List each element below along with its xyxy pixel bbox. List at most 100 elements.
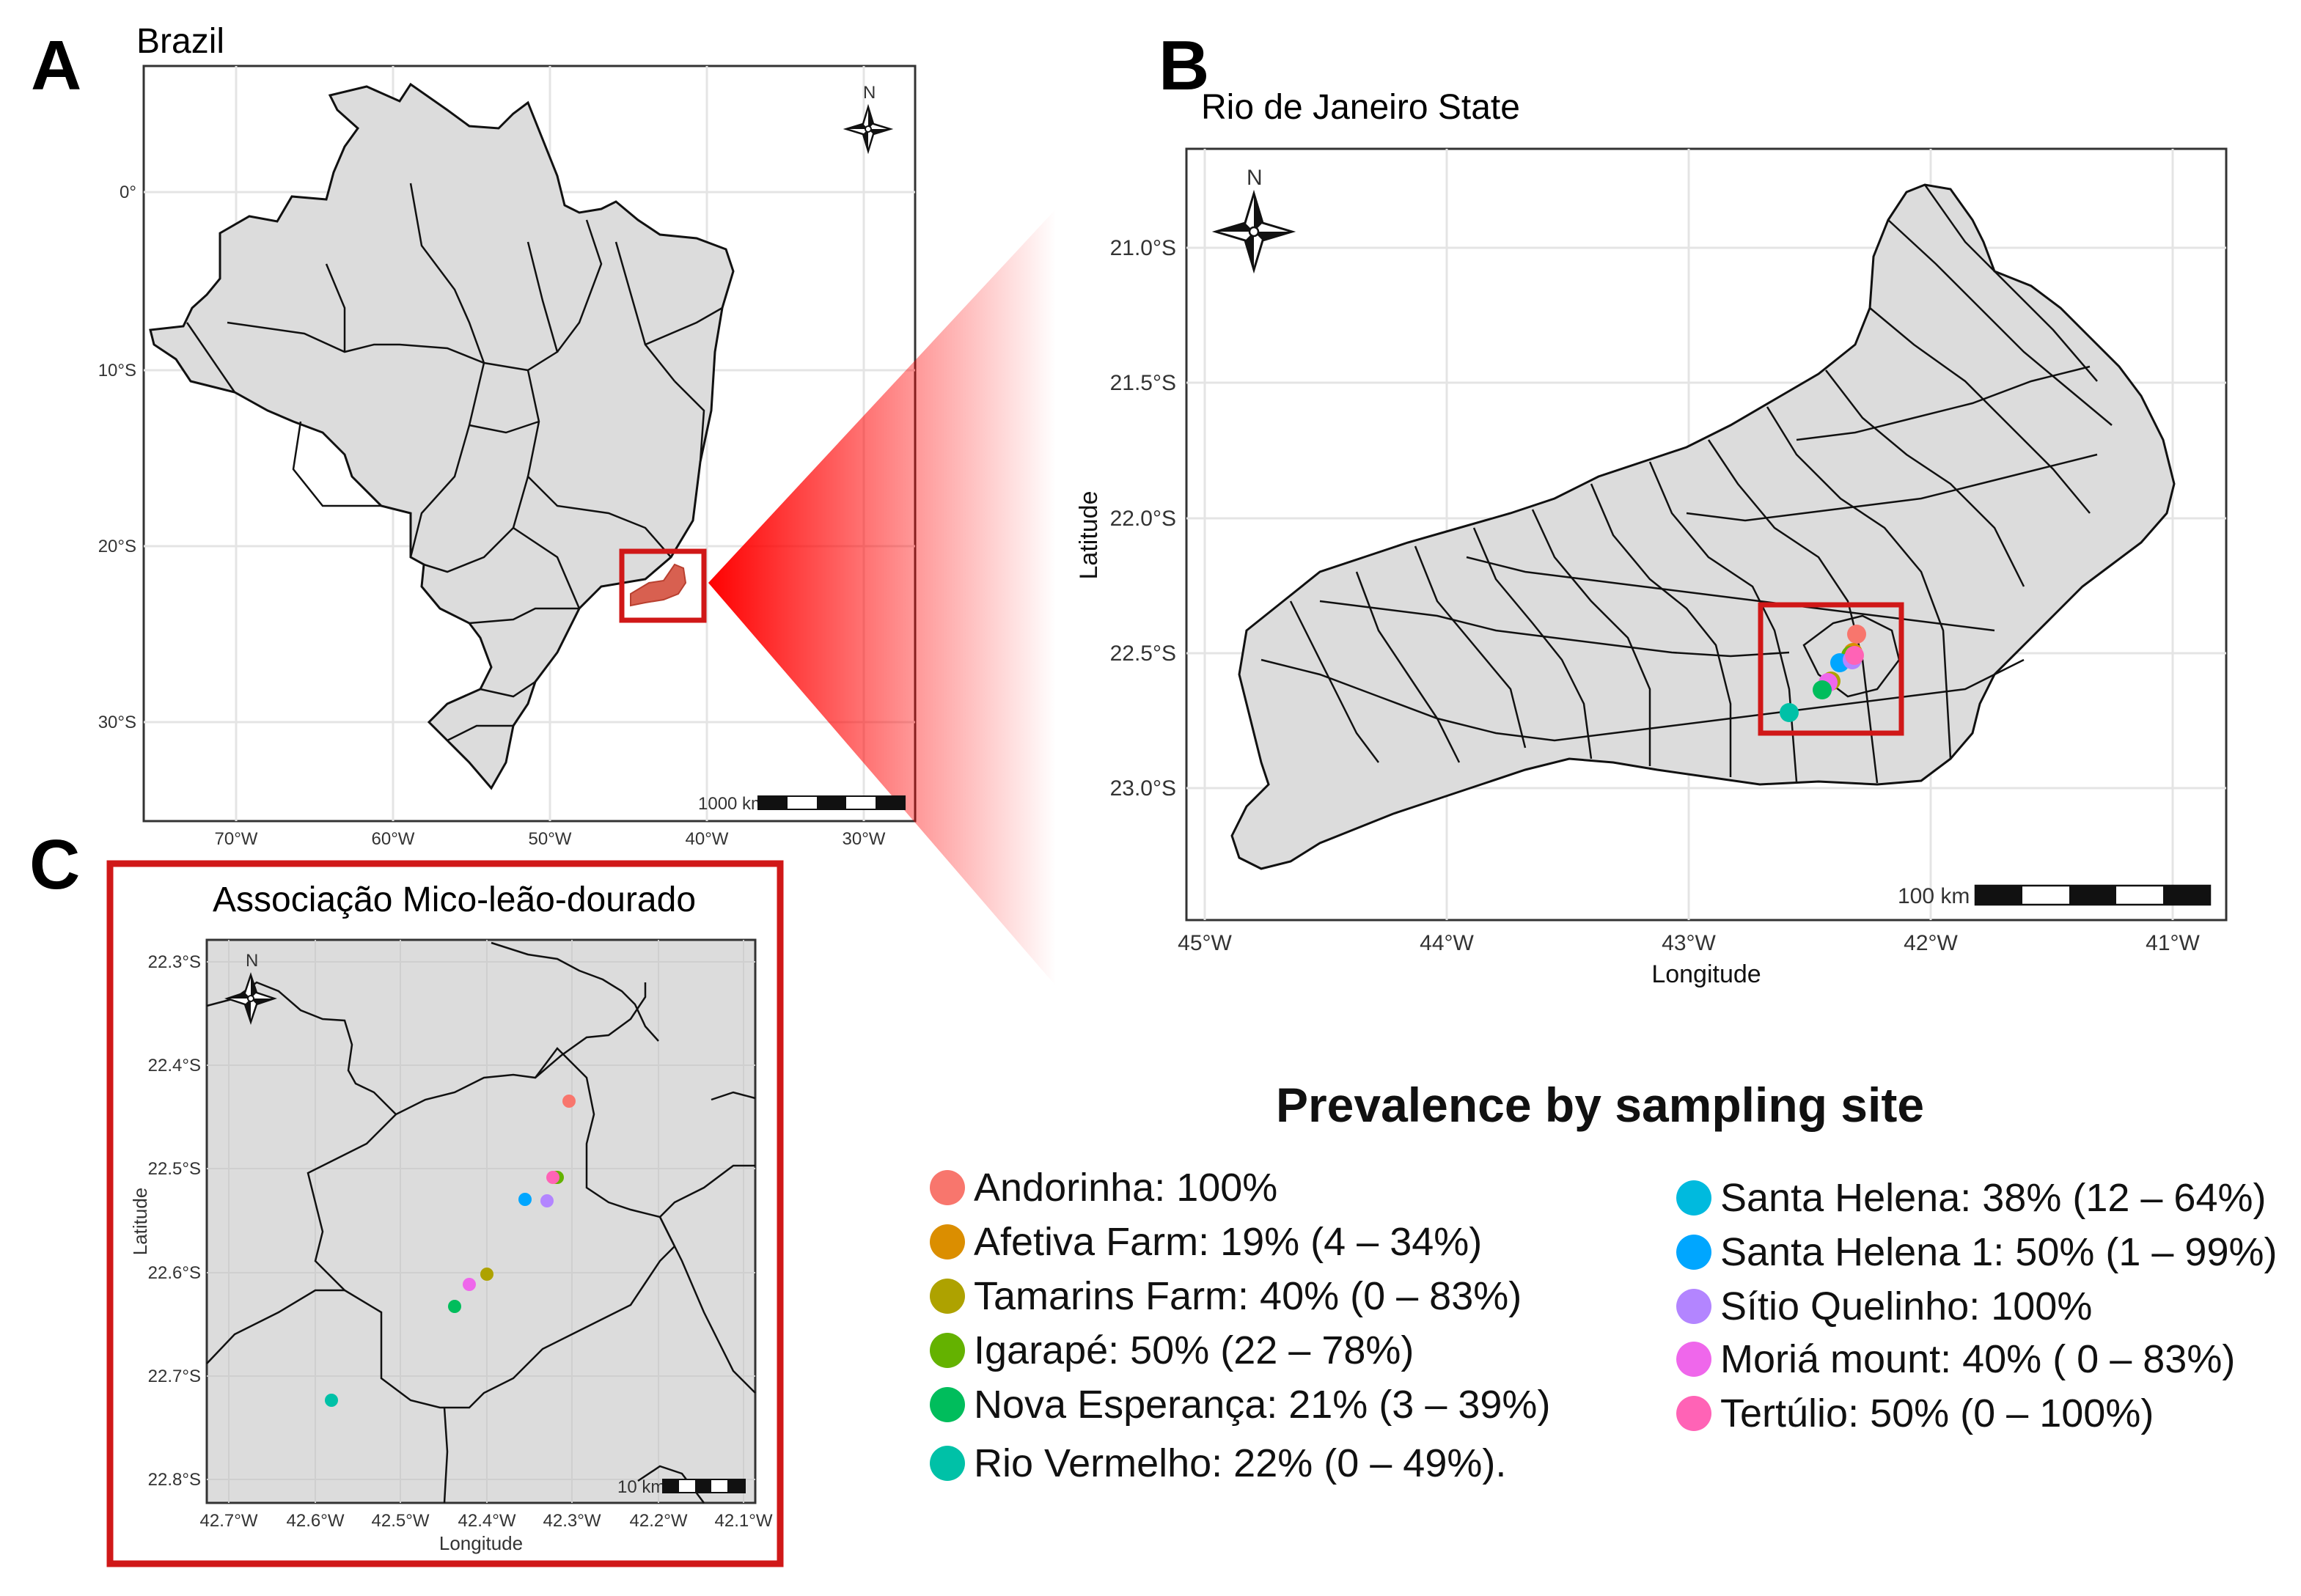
site-marker-tertulio (546, 1171, 559, 1184)
panel-c-xlabel: Longitude (439, 1532, 523, 1554)
panel-b-lat-ticks: 21.0°S 21.5°S 22.0°S 22.5°S 23.0°S (1110, 236, 1176, 801)
legend-swatch (930, 1170, 965, 1205)
lat-tick-c: 22.4°S (148, 1056, 201, 1075)
panel-c: C Associação Mico-leão-dourado (29, 825, 784, 1567)
legend-label: Afetiva Farm: 19% (4 – 34%) (974, 1220, 1482, 1264)
site-marker-rio-vermelho (1780, 703, 1799, 722)
lon-tick-b: 41°W (2146, 931, 2200, 955)
panel-a-scale-bar: 1000 km (698, 794, 906, 814)
north-label-b: N (1247, 166, 1263, 190)
panel-c-gridlines (207, 940, 755, 1503)
lat-tick-a: 30°S (98, 713, 136, 732)
lon-tick-a: 30°W (843, 829, 886, 849)
legend-swatch (930, 1279, 965, 1314)
lon-tick-b: 45°W (1178, 931, 1232, 955)
panel-b-letter: B (1159, 26, 1209, 105)
panel-b-lon-ticks: 45°W 44°W 43°W 42°W 41°W (1178, 931, 2200, 955)
panel-b-xlabel: Longitude (1651, 960, 1761, 988)
rio-municipality-borders (1260, 184, 2113, 784)
legend-label: Tertúlio: 50% (0 – 100%) (1720, 1391, 2154, 1435)
panel-b-scale-bar: 100 km (1898, 884, 2212, 908)
site-marker-nova-esperanca (448, 1300, 461, 1313)
panel-c-lat-ticks: 22.3°S 22.4°S 22.5°S 22.6°S 22.7°S 22.8°… (148, 952, 201, 1490)
legend-swatch (1676, 1289, 1711, 1324)
north-label-c: N (246, 951, 258, 971)
lon-tick-b: 42°W (1904, 931, 1958, 955)
legend-swatch (1676, 1396, 1711, 1431)
panel-c-ylabel: Latitude (129, 1188, 151, 1256)
panel-c-plot-area (205, 938, 757, 1504)
lon-tick-c: 42.5°W (372, 1511, 430, 1531)
legend-swatch (930, 1446, 965, 1481)
panel-a-letter: A (31, 26, 81, 105)
panel-a-highlight-box (619, 548, 707, 623)
panel-b-title: Rio de Janeiro State (1201, 88, 1520, 127)
panel-c-title: Associação Mico-leão-dourado (213, 880, 696, 919)
site-marker-andorinha (562, 1095, 576, 1108)
brazil-outline (149, 82, 735, 790)
north-label-a: N (863, 83, 876, 103)
lon-tick-a: 50°W (529, 829, 572, 849)
legend-swatch (930, 1333, 965, 1368)
panel-b-compass: N (1211, 166, 1296, 274)
lat-tick-b: 21.0°S (1110, 236, 1176, 260)
scale-label-b: 100 km (1898, 884, 1970, 908)
lat-tick-a: 20°S (98, 537, 136, 556)
lon-tick-c: 42.2°W (630, 1511, 688, 1531)
panel-b-ylabel: Latitude (1075, 491, 1103, 580)
panel-b-site-markers (1780, 625, 1866, 722)
lat-tick-b: 22.5°S (1110, 641, 1176, 666)
legend-swatch (930, 1387, 965, 1422)
panel-b: B Rio de Janeiro State (1075, 26, 2228, 988)
scale-label-c: 10 km (617, 1477, 665, 1497)
lon-tick-c: 42.3°W (543, 1511, 601, 1531)
legend-label: Moriá mount: 40% ( 0 – 83%) (1720, 1337, 2235, 1381)
rio-de-janeiro-state (630, 563, 687, 607)
lon-tick-a: 40°W (686, 829, 729, 849)
panel-a-lon-ticks: 70°W 60°W 50°W 40°W 30°W (215, 829, 886, 849)
panel-c-letter: C (29, 825, 80, 904)
legend-label: Igarapé: 50% (22 – 78%) (974, 1328, 1414, 1372)
lon-tick-c: 42.6°W (287, 1511, 345, 1531)
legend-label: Nova Esperança: 21% (3 – 39%) (974, 1383, 1550, 1427)
lon-tick-b: 43°W (1662, 931, 1716, 955)
panel-a: A Brazil (31, 22, 1056, 986)
legend-label: Tamarins Farm: 40% (0 – 83%) (974, 1274, 1522, 1318)
panel-c-site-markers (325, 1095, 576, 1407)
legend-left-column: Andorinha: 100% Afetiva Farm: 19% (4 – 3… (930, 1166, 1550, 1485)
lat-tick-b: 22.0°S (1110, 507, 1176, 531)
zoom-connector (708, 209, 1056, 986)
panel-a-compass: N (843, 83, 894, 155)
panel-b-highlight-box (1758, 602, 1904, 736)
legend-label: Santa Helena: 38% (12 – 64%) (1720, 1176, 2266, 1220)
site-marker-tamarins-farm (480, 1268, 493, 1281)
lon-tick-c: 42.1°W (715, 1511, 773, 1531)
legend-swatch (1676, 1342, 1711, 1377)
lat-tick-b: 21.5°S (1110, 371, 1176, 395)
lat-tick-a: 0° (120, 183, 136, 202)
site-marker-sitio-quelinho (540, 1194, 554, 1207)
legend-label: Rio Vermelho: 22% (0 – 49%). (974, 1441, 1506, 1485)
lat-tick-a: 10°S (98, 361, 136, 380)
site-marker-santa-helena-1 (518, 1193, 532, 1206)
legend-label: Andorinha: 100% (974, 1166, 1277, 1210)
scale-label-a: 1000 km (698, 794, 766, 814)
legend-label: Sítio Quelinho: 100% (1720, 1284, 2092, 1328)
lat-tick-c: 22.8°S (148, 1470, 201, 1490)
panel-a-lat-ticks: 0° 10°S 20°S 30°S (98, 183, 136, 732)
lat-tick-c: 22.6°S (148, 1263, 201, 1283)
site-marker-rio-vermelho (325, 1394, 338, 1407)
lon-tick-b: 44°W (1420, 931, 1474, 955)
lon-tick-c: 42.7°W (200, 1511, 258, 1531)
site-marker-tertulio (1845, 646, 1864, 665)
panel-a-title: Brazil (136, 22, 224, 61)
panel-c-scale-bar: 10 km (617, 1477, 746, 1497)
site-marker-nova-esperanca (1813, 680, 1832, 699)
lat-tick-b: 23.0°S (1110, 776, 1176, 801)
legend-swatch (1676, 1180, 1711, 1216)
site-marker-andorinha (1847, 625, 1866, 644)
legend-label: Santa Helena 1: 50% (1 – 99%) (1720, 1230, 2277, 1274)
legend-swatch (1676, 1235, 1711, 1270)
lat-tick-c: 22.3°S (148, 952, 201, 972)
panel-c-lon-ticks: 42.7°W 42.6°W 42.5°W 42.4°W 42.3°W 42.2°… (200, 1511, 773, 1531)
